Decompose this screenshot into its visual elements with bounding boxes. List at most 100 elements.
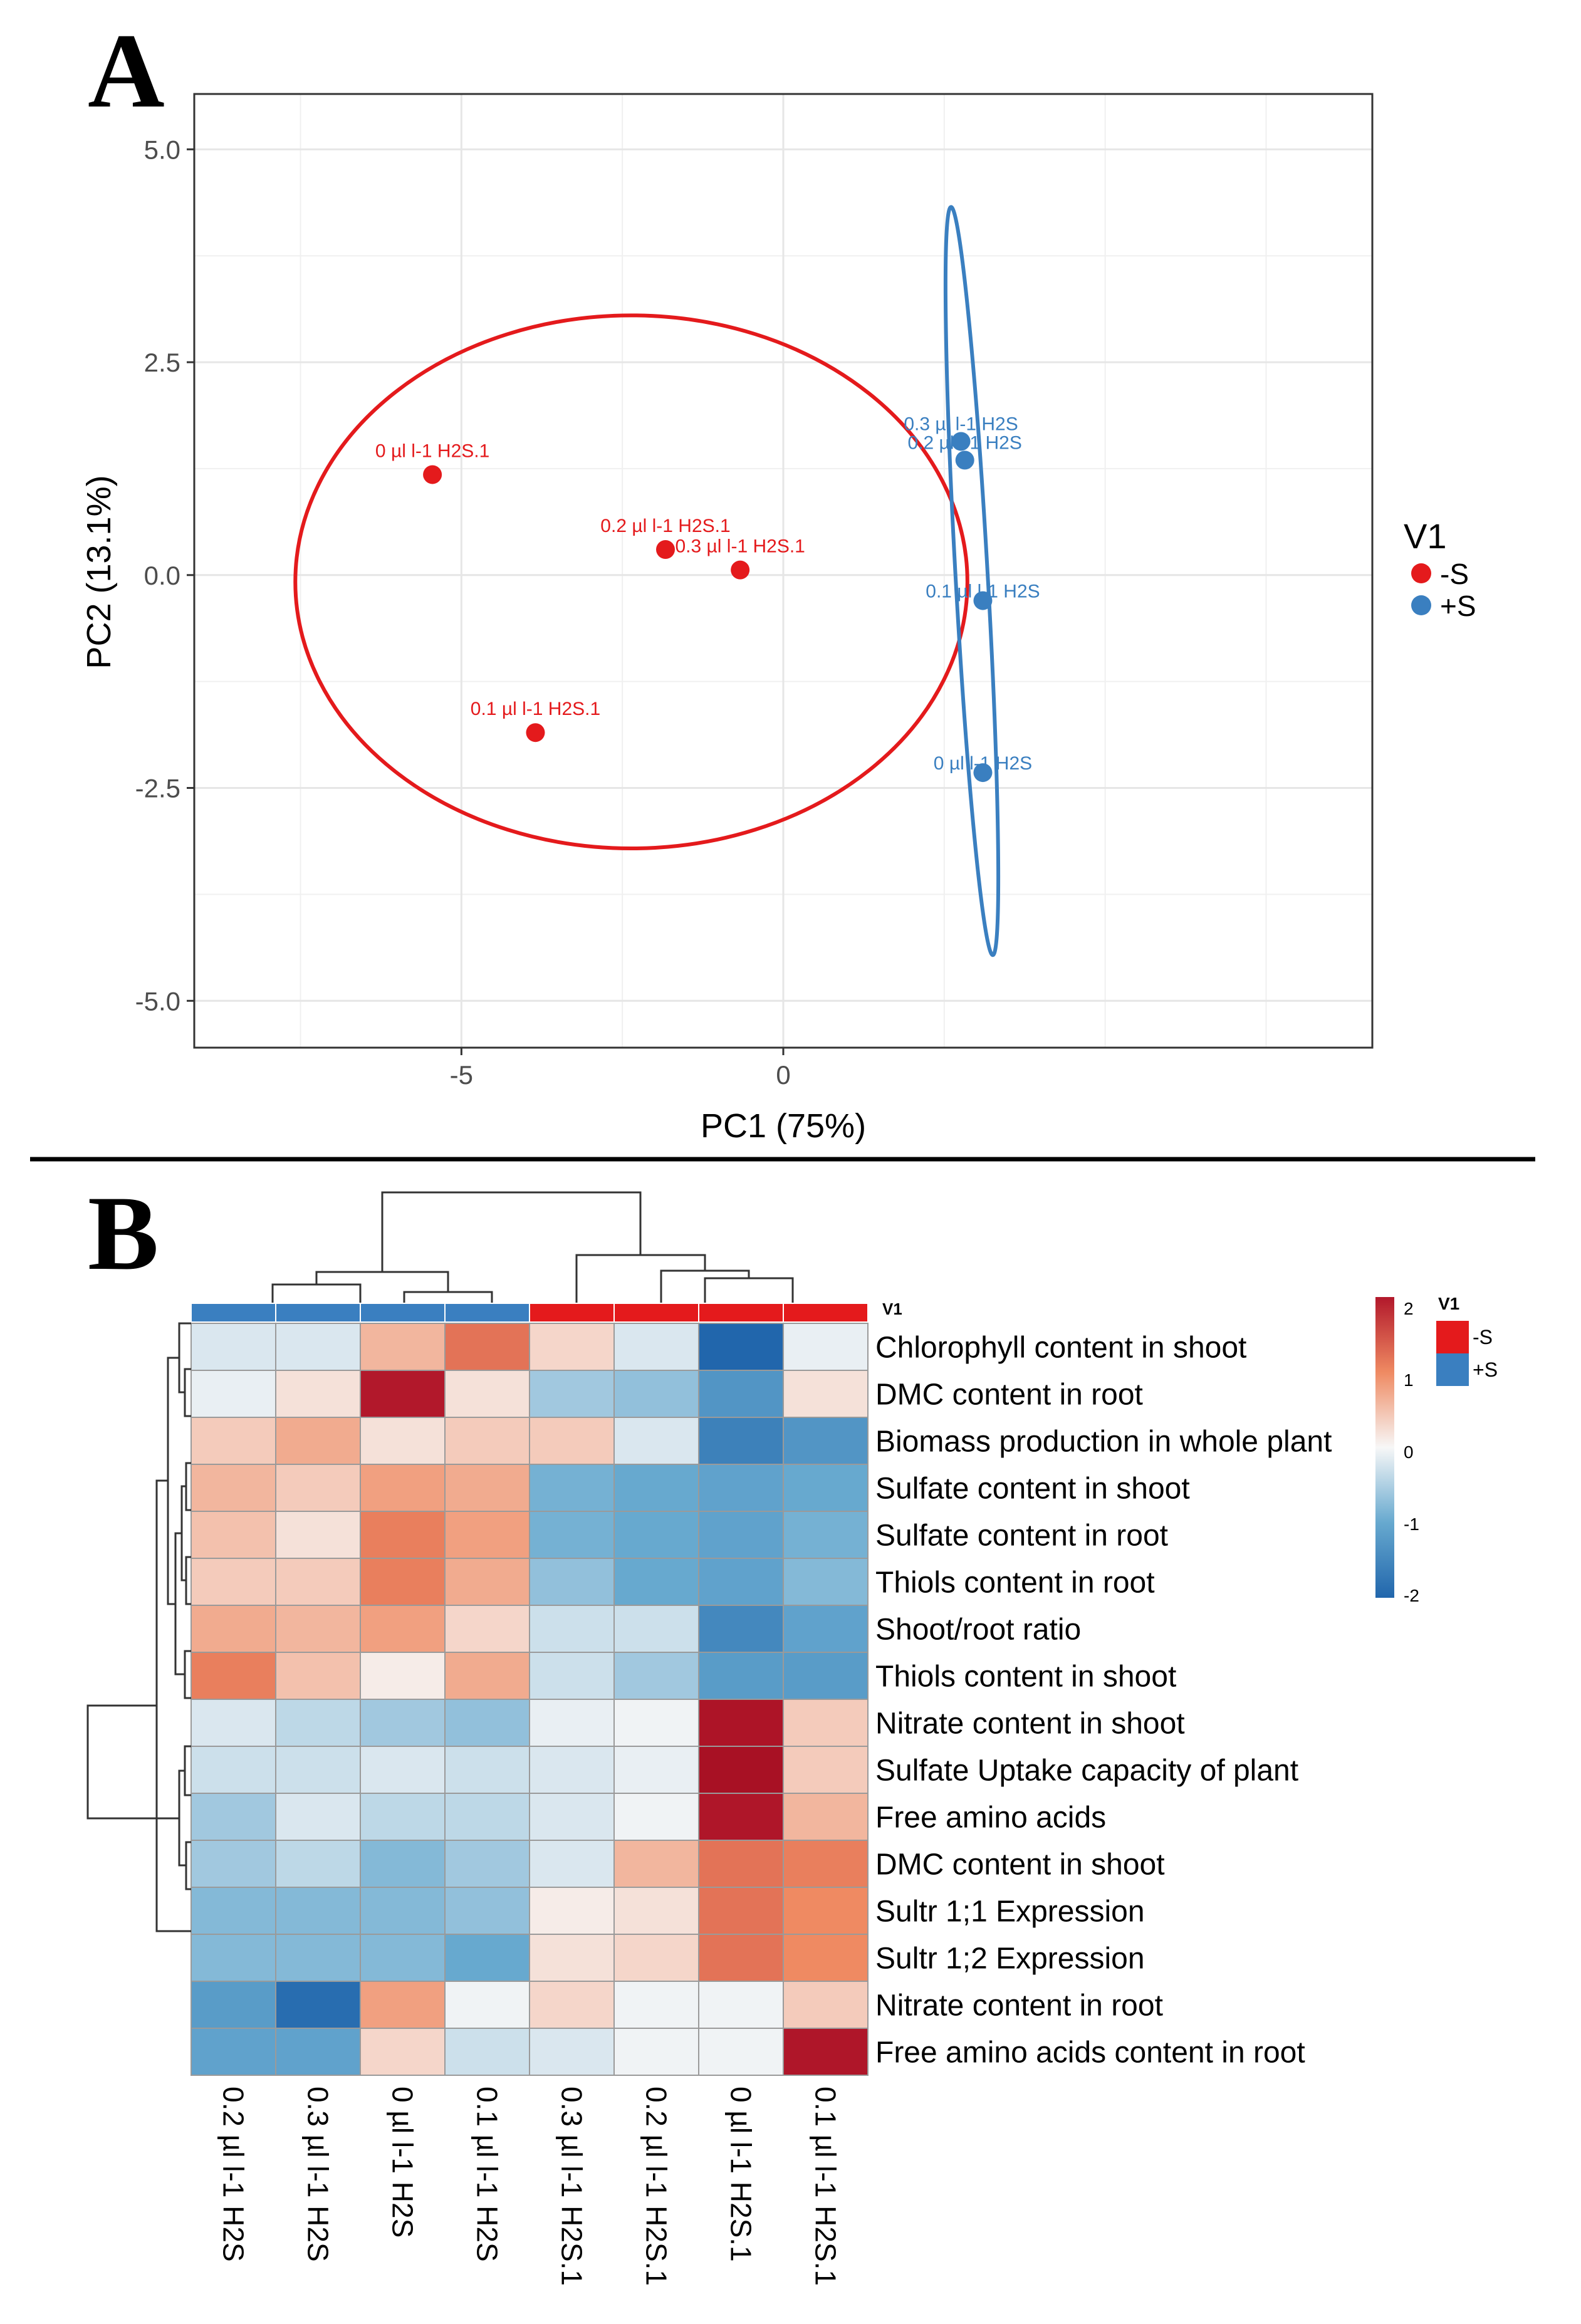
pca-point-label: 0.1 µl l-1 H2S.1 [471, 699, 600, 719]
heatmap-cell [190, 1793, 276, 1841]
heatmap-cell [613, 2028, 699, 2076]
pca-y-tick-label: 5.0 [144, 135, 180, 164]
pca-y-tick-label: -2.5 [135, 774, 180, 803]
pca-y-tick-label: 2.5 [144, 348, 180, 377]
heatmap-cell [783, 1417, 869, 1465]
heatmap-cell [529, 1699, 615, 1747]
heatmap-cell [444, 1793, 530, 1841]
heatmap-cell [190, 1981, 276, 2029]
heatmap-row-labels: Chlorophyll content in shoot DMC content … [875, 1331, 1332, 2070]
heatmap-cell [529, 1652, 615, 1700]
annotation-bar-cell [275, 1303, 361, 1323]
heatmap-cell [275, 1323, 361, 1371]
pca-x-axis-label: PC1 (75%) [701, 1107, 866, 1145]
heatmap-row-label: Nitrate content in root [875, 1989, 1163, 2023]
heatmap-cell [613, 1652, 699, 1700]
pca-legend-key-plus-s [1411, 595, 1431, 615]
pca-legend-label-minus-s: -S [1440, 558, 1469, 590]
annotation-bar-cell [190, 1303, 276, 1323]
heatmap-cell [444, 1981, 530, 2029]
heatmap-cell [275, 1511, 361, 1559]
heatmap-cell [190, 1370, 276, 1418]
pca-point [423, 465, 442, 484]
heatmap-cell [190, 1417, 276, 1465]
heatmap-cell [698, 1558, 784, 1606]
heatmap-cell [444, 1417, 530, 1465]
pca-point-label: 0 µl l-1 H2S.1 [375, 440, 489, 461]
pca-axis-ticks: -5 0 5.0 2.5 0.0 -2.5 -5.0 [135, 135, 791, 1090]
panel-b-letter: B [88, 1174, 159, 1292]
heatmap-cell [444, 1840, 530, 1888]
heatmap-cell [444, 1934, 530, 1982]
heatmap-cell [529, 1417, 615, 1465]
heatmap-row-label: Sulfate content in root [875, 1519, 1168, 1553]
heatmap-cell [444, 1370, 530, 1418]
color-scale-tick-0: 0 [1404, 1442, 1414, 1462]
heatmap-cell [698, 1934, 784, 1982]
heatmap-column-label: 0 µl l-1 H2S [387, 2087, 419, 2238]
pca-point [951, 432, 971, 451]
pca-point-label: 0.3 µl l-1 H2S.1 [675, 536, 805, 557]
heatmap-row-label: Thiols content in root [875, 1566, 1155, 1600]
pca-points: 0 µl l-1 H2S.10.2 µl l-1 H2S.10.3 µl l-1… [375, 414, 1040, 783]
heatmap-row-label: Shoot/root ratio [875, 1613, 1081, 1647]
heatmap-cell [190, 1887, 276, 1935]
heatmap-cell [698, 2028, 784, 2076]
heatmap-row-label: DMC content in root [875, 1378, 1143, 1412]
pca-point [973, 763, 993, 783]
heatmap-cell [360, 1511, 446, 1559]
heatmap-cell [275, 1417, 361, 1465]
heatmap-cell [275, 1793, 361, 1841]
annotation-legend-label-minus-s: -S [1473, 1326, 1493, 1348]
pca-point-label: 0 µl l-1 H2S [934, 753, 1032, 774]
heatmap-panel: B V1 Chlorophyll content in shoot DMC con… [86, 1174, 1498, 2286]
pca-y-tick-label: -5.0 [135, 986, 180, 1016]
heatmap-cell [190, 1323, 276, 1371]
heatmap-row-label: Biomass production in whole plant [875, 1425, 1332, 1459]
heatmap-cell [783, 1605, 869, 1653]
ellipse-minus-s [293, 313, 969, 851]
heatmap-cell [360, 1605, 446, 1653]
heatmap-cell [613, 1840, 699, 1888]
color-scale-legend: 2 1 0 -1 -2 [1375, 1297, 1419, 1605]
pca-legend-title: V1 [1404, 516, 1447, 556]
pca-y-tick-label: 0.0 [144, 561, 180, 590]
heatmap-cell [783, 1323, 869, 1371]
pca-gridlines [194, 94, 1372, 1048]
heatmap-cell [529, 1746, 615, 1794]
heatmap-cells [190, 1323, 869, 2076]
heatmap-cell [360, 1699, 446, 1747]
row-dendrogram [86, 1322, 191, 1932]
heatmap-cell [275, 1605, 361, 1653]
heatmap-cell [444, 1605, 530, 1653]
heatmap-cell [613, 1605, 699, 1653]
heatmap-cell [613, 1323, 699, 1371]
pca-point [973, 591, 993, 610]
heatmap-row-label: DMC content in shoot [875, 1848, 1165, 1882]
heatmap-cell [529, 1840, 615, 1888]
heatmap-cell [613, 1934, 699, 1982]
heatmap-cell [783, 1370, 869, 1418]
heatmap-cell [190, 1840, 276, 1888]
heatmap-cell [698, 1840, 784, 1888]
heatmap-cell [529, 1464, 615, 1512]
heatmap-cell [190, 1605, 276, 1653]
heatmap-cell [275, 1746, 361, 1794]
heatmap-cell [190, 1699, 276, 1747]
heatmap-cell [698, 1511, 784, 1559]
heatmap-row-label: Nitrate content in shoot [875, 1707, 1185, 1741]
heatmap-cell [698, 1605, 784, 1653]
heatmap-column-label: 0 µl l-1 H2S.1 [725, 2087, 758, 2262]
heatmap-cell [360, 1981, 446, 2029]
annotation-bar-cell [613, 1303, 699, 1323]
heatmap-cell [529, 2028, 615, 2076]
column-dendrogram [271, 1191, 794, 1303]
color-scale-tick-2: 2 [1404, 1299, 1414, 1318]
group-annotation-bar [190, 1303, 869, 1323]
heatmap-cell [444, 1323, 530, 1371]
heatmap-column-labels: 0.2 µl l-1 H2S 0.3 µl l-1 H2S 0 µl l-1 H2S… [217, 2087, 842, 2286]
heatmap-cell [783, 1934, 869, 1982]
heatmap-cell [190, 1652, 276, 1700]
pca-point [656, 540, 675, 560]
heatmap-cell [783, 1511, 869, 1559]
